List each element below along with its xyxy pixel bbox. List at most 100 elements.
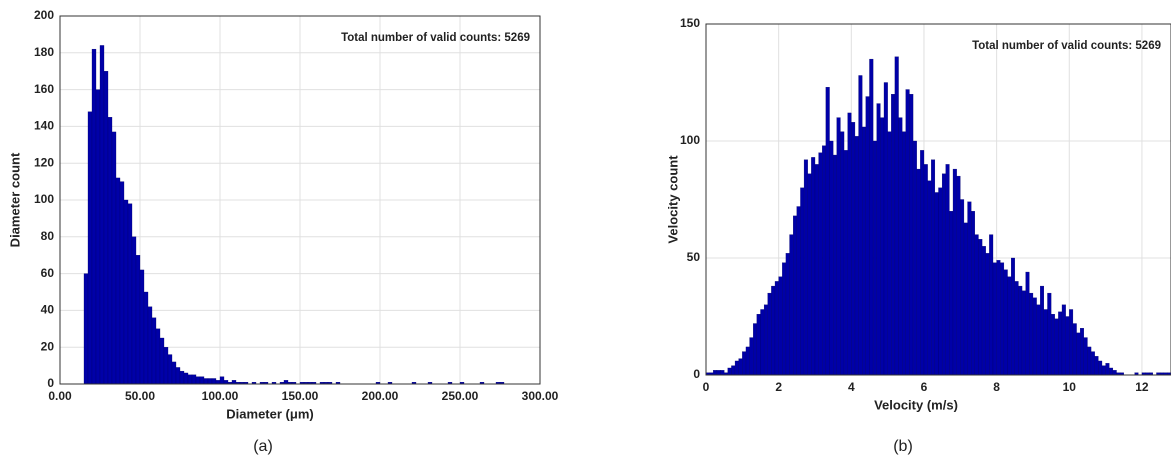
bar <box>782 262 787 376</box>
bar <box>789 234 794 376</box>
bar <box>1087 346 1092 376</box>
bar <box>223 380 229 385</box>
bar <box>894 56 899 376</box>
bar <box>825 87 830 376</box>
bar <box>869 58 874 376</box>
bar <box>731 365 736 376</box>
bar <box>231 380 237 385</box>
bar <box>905 89 910 376</box>
bar <box>734 360 739 376</box>
y-axis-label: Velocity count <box>665 155 680 244</box>
bar <box>931 159 936 376</box>
bar <box>183 372 189 385</box>
bar <box>989 234 994 376</box>
bar <box>135 255 141 385</box>
bar <box>927 180 932 376</box>
bar <box>818 152 823 376</box>
bar <box>981 246 986 376</box>
x-tick-label: 50.00 <box>125 389 155 403</box>
bar <box>829 140 834 376</box>
bar <box>778 276 783 376</box>
y-tick-label: 20 <box>41 339 55 353</box>
x-tick-label: 150.00 <box>282 389 319 403</box>
bar <box>163 347 169 385</box>
bar <box>203 378 209 385</box>
x-tick-label: 100.00 <box>202 389 239 403</box>
bar <box>811 157 816 376</box>
bar <box>996 260 1001 376</box>
bar <box>91 48 97 385</box>
y-tick-label: 200 <box>34 8 54 22</box>
bar <box>215 380 221 385</box>
bar <box>159 337 165 385</box>
subfigure-label: (b) <box>893 438 913 455</box>
bar <box>793 215 797 376</box>
bar <box>814 164 819 376</box>
bar <box>851 122 856 376</box>
bar <box>143 291 149 385</box>
bar <box>1105 363 1110 376</box>
bar <box>1000 262 1005 376</box>
bar <box>1032 297 1037 376</box>
bar <box>1090 351 1095 376</box>
bar <box>1094 356 1099 376</box>
bar <box>753 323 758 376</box>
bar <box>1076 332 1081 376</box>
axes-frame <box>59 15 541 385</box>
bar <box>767 292 772 376</box>
bar <box>854 136 859 376</box>
bar <box>1021 290 1026 376</box>
bar <box>127 203 133 385</box>
bar <box>923 164 928 376</box>
y-tick-label: 180 <box>34 45 54 59</box>
y-tick-label: 0 <box>693 367 700 381</box>
x-tick-label: 200.00 <box>362 389 399 403</box>
bar <box>1069 309 1074 376</box>
bar <box>745 346 750 376</box>
x-axis-label: Diameter (μm) <box>226 406 313 421</box>
bar <box>891 94 896 376</box>
bar <box>967 201 972 376</box>
bar <box>713 370 718 376</box>
bar <box>167 354 173 385</box>
bar <box>822 145 827 376</box>
bar <box>807 173 812 376</box>
bar <box>912 140 917 376</box>
bar <box>934 192 939 376</box>
x-tick-label: 2 <box>775 380 782 394</box>
bar <box>1029 292 1034 376</box>
bar <box>99 45 105 385</box>
bar <box>207 378 213 385</box>
bar <box>949 211 954 376</box>
bar <box>131 236 137 385</box>
y-tick-label: 120 <box>34 155 54 169</box>
bar <box>111 131 117 385</box>
bar <box>1080 328 1084 376</box>
annotation: Total number of valid counts: 5269 <box>972 40 1161 52</box>
bar <box>956 175 961 376</box>
bar <box>1058 311 1063 376</box>
bar <box>883 82 888 376</box>
y-tick-label: 150 <box>680 16 700 30</box>
axes-frame <box>705 23 1171 376</box>
bar <box>1072 323 1077 376</box>
bar <box>1043 309 1048 376</box>
bar <box>1003 269 1008 376</box>
bar <box>87 111 93 385</box>
x-tick-label: 8 <box>993 380 1000 394</box>
bar <box>836 117 841 376</box>
bar <box>985 253 990 376</box>
bar <box>171 361 177 385</box>
bar <box>195 376 201 385</box>
bar <box>909 94 914 376</box>
bar <box>115 177 121 385</box>
bar <box>716 370 721 376</box>
bar <box>1083 337 1088 376</box>
bar <box>803 159 808 376</box>
bar <box>199 376 205 385</box>
x-tick-label: 250.00 <box>442 389 479 403</box>
bar <box>771 285 776 376</box>
bar <box>1050 314 1055 376</box>
bar <box>179 370 185 385</box>
